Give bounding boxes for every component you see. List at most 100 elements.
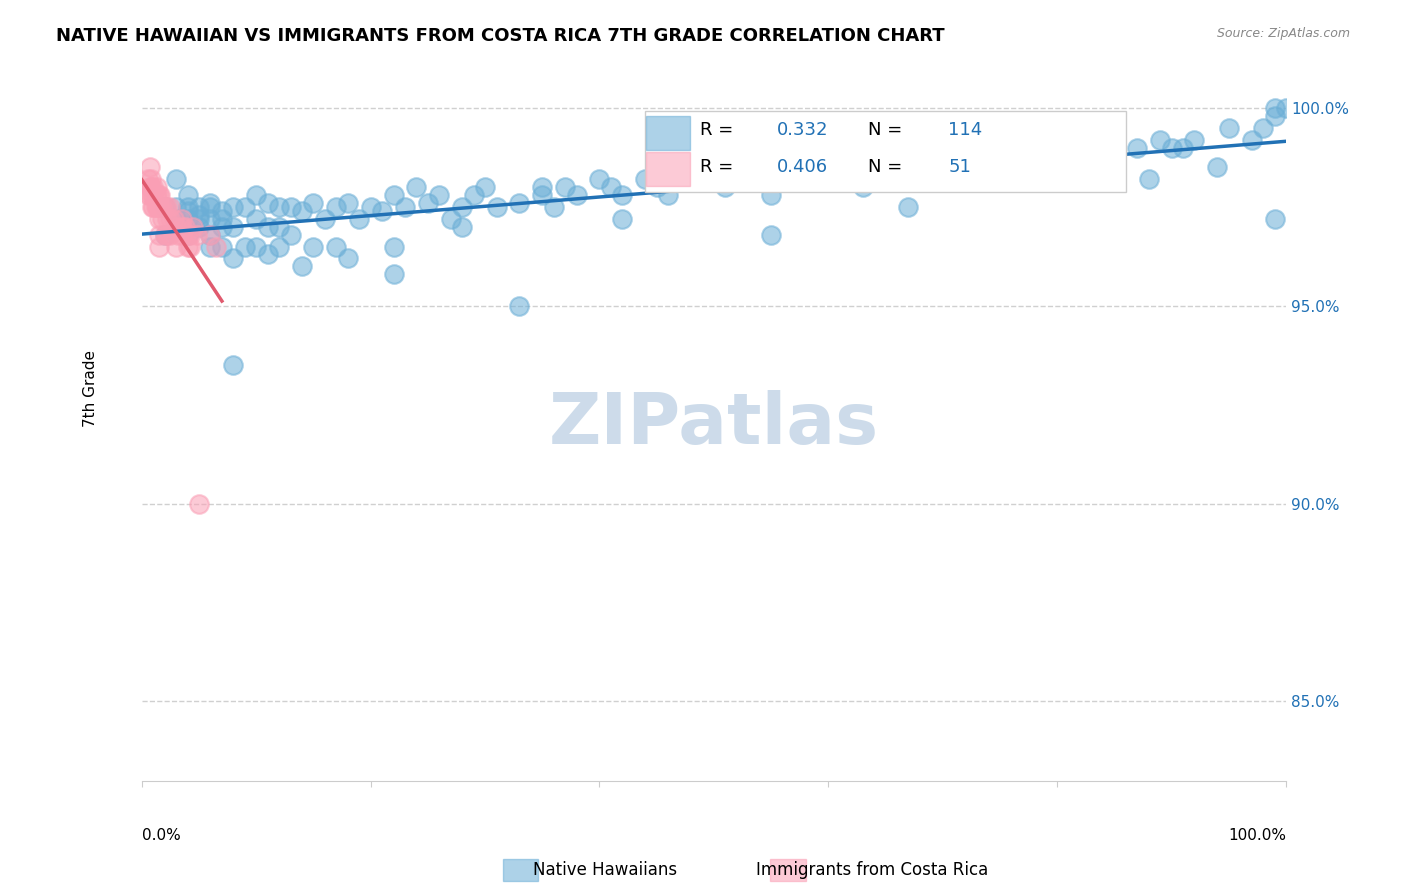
Point bbox=[269, 239, 291, 253]
Point bbox=[222, 358, 245, 372]
Point bbox=[200, 227, 222, 242]
FancyBboxPatch shape bbox=[770, 859, 806, 881]
Point bbox=[737, 172, 759, 186]
Text: Immigrants from Costa Rica: Immigrants from Costa Rica bbox=[755, 861, 988, 879]
Point bbox=[1024, 148, 1046, 162]
Point bbox=[159, 200, 181, 214]
Point bbox=[176, 188, 198, 202]
Point bbox=[291, 203, 314, 218]
Point bbox=[302, 196, 325, 211]
Point bbox=[174, 219, 197, 234]
Point bbox=[159, 227, 181, 242]
Text: Source: ZipAtlas.com: Source: ZipAtlas.com bbox=[1216, 27, 1350, 40]
Text: NATIVE HAWAIIAN VS IMMIGRANTS FROM COSTA RICA 7TH GRADE CORRELATION CHART: NATIVE HAWAIIAN VS IMMIGRANTS FROM COSTA… bbox=[56, 27, 945, 45]
Point bbox=[269, 219, 291, 234]
Point bbox=[145, 180, 167, 194]
Point bbox=[176, 200, 198, 214]
Point bbox=[382, 239, 405, 253]
Point bbox=[188, 208, 211, 222]
Text: N =: N = bbox=[869, 121, 908, 139]
Point bbox=[302, 239, 325, 253]
Point bbox=[211, 219, 233, 234]
Point bbox=[186, 227, 208, 242]
Point bbox=[148, 188, 170, 202]
Point bbox=[1218, 120, 1240, 135]
Point bbox=[451, 200, 474, 214]
Point bbox=[141, 200, 163, 214]
Point bbox=[142, 200, 165, 214]
Point bbox=[200, 196, 222, 211]
Point bbox=[897, 169, 920, 183]
Point bbox=[645, 180, 668, 194]
Point bbox=[165, 172, 187, 186]
Point bbox=[543, 200, 565, 214]
Point bbox=[565, 188, 588, 202]
Point bbox=[256, 196, 278, 211]
Text: 0.406: 0.406 bbox=[778, 158, 828, 176]
Point bbox=[139, 161, 162, 175]
Point bbox=[1184, 133, 1206, 147]
Point bbox=[554, 180, 576, 194]
Point bbox=[1104, 141, 1126, 155]
FancyBboxPatch shape bbox=[645, 111, 1126, 193]
Point bbox=[325, 239, 347, 253]
Point bbox=[245, 211, 267, 226]
Point bbox=[188, 219, 211, 234]
Point bbox=[427, 188, 450, 202]
Point bbox=[508, 196, 530, 211]
Text: 100.0%: 100.0% bbox=[1227, 828, 1286, 843]
Point bbox=[222, 219, 245, 234]
Point bbox=[136, 188, 159, 202]
Point bbox=[588, 172, 610, 186]
Point bbox=[170, 219, 193, 234]
Point bbox=[141, 188, 163, 202]
Point bbox=[280, 200, 302, 214]
Point bbox=[1126, 141, 1149, 155]
Point bbox=[245, 239, 267, 253]
Point bbox=[634, 172, 657, 186]
Point bbox=[612, 188, 634, 202]
Point bbox=[485, 200, 508, 214]
Text: 51: 51 bbox=[949, 158, 972, 176]
Text: 0.0%: 0.0% bbox=[142, 828, 180, 843]
Point bbox=[600, 180, 623, 194]
Point bbox=[136, 172, 159, 186]
Point bbox=[165, 219, 187, 234]
Point bbox=[852, 180, 875, 194]
Point bbox=[148, 211, 170, 226]
Point bbox=[783, 172, 806, 186]
Point bbox=[256, 247, 278, 261]
Point bbox=[269, 200, 291, 214]
Point bbox=[181, 219, 204, 234]
Point bbox=[152, 211, 174, 226]
Text: 114: 114 bbox=[949, 121, 983, 139]
Point bbox=[839, 172, 862, 186]
Point bbox=[1046, 141, 1069, 155]
Point bbox=[163, 211, 186, 226]
Point bbox=[977, 169, 1000, 183]
Point bbox=[1275, 101, 1298, 115]
Text: ZIPatlas: ZIPatlas bbox=[548, 390, 879, 459]
Point bbox=[1263, 211, 1285, 226]
Point bbox=[188, 200, 211, 214]
Point bbox=[1046, 148, 1069, 162]
Point bbox=[759, 227, 782, 242]
Text: N =: N = bbox=[869, 158, 908, 176]
Point bbox=[176, 239, 198, 253]
Point bbox=[405, 180, 427, 194]
Point bbox=[714, 180, 737, 194]
Point bbox=[233, 200, 256, 214]
Point bbox=[142, 180, 165, 194]
Point bbox=[165, 200, 187, 214]
Point bbox=[1160, 141, 1182, 155]
Point bbox=[440, 211, 463, 226]
Point bbox=[139, 172, 162, 186]
Point bbox=[759, 188, 782, 202]
Point bbox=[156, 211, 179, 226]
Point bbox=[176, 203, 198, 218]
Point bbox=[139, 180, 162, 194]
Point bbox=[897, 200, 920, 214]
Point bbox=[176, 227, 198, 242]
Point bbox=[139, 180, 162, 194]
Point bbox=[145, 200, 167, 214]
